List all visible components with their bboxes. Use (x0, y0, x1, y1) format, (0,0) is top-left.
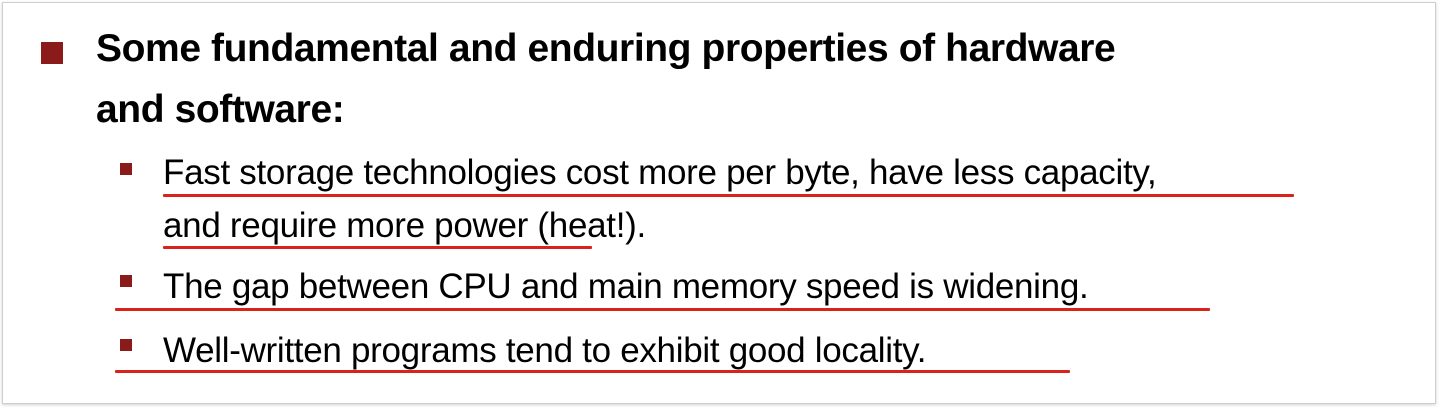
main-bullet-marker (41, 42, 63, 64)
main-bullet-line-2: and software: (96, 88, 345, 131)
underline-1b (163, 246, 592, 249)
sub-bullet-marker-1 (120, 163, 132, 175)
underline-3 (115, 370, 1070, 373)
sub-bullet-3-text: Well-written programs tend to exhibit go… (163, 331, 927, 370)
sub-bullet-marker-3 (120, 339, 132, 351)
sub-bullet-2-text: The gap between CPU and main memory spee… (163, 267, 1089, 306)
sub-bullet-1-trailing-text: (heat!). (528, 206, 646, 245)
underline-1a (163, 194, 1294, 197)
sub-bullet-1-line-2: and require more power (heat!). (163, 208, 646, 243)
sub-bullet-marker-2 (120, 275, 132, 287)
underline-2 (115, 308, 1210, 311)
sub-bullet-1-underlined-text: and require more power (163, 206, 528, 245)
sub-bullet-1-line-1: Fast storage technologies cost more per … (163, 153, 1157, 192)
main-bullet-line-1: Some fundamental and enduring properties… (96, 27, 1116, 70)
